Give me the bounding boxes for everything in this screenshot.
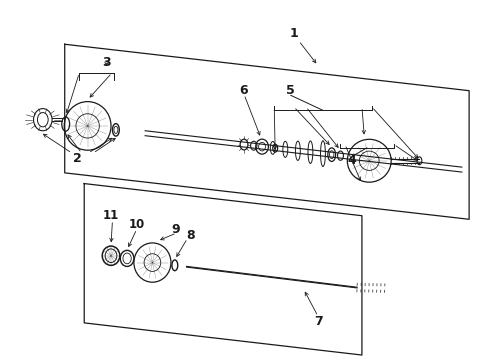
- Text: 9: 9: [172, 223, 180, 236]
- Text: 5: 5: [286, 84, 294, 97]
- Text: 6: 6: [239, 84, 248, 97]
- Text: 1: 1: [290, 27, 298, 40]
- Text: 7: 7: [314, 315, 322, 328]
- Text: 8: 8: [186, 229, 195, 242]
- Text: 4: 4: [348, 154, 357, 167]
- Text: 10: 10: [129, 218, 145, 231]
- Text: 3: 3: [102, 55, 110, 69]
- Text: 11: 11: [103, 209, 119, 222]
- Text: 2: 2: [73, 152, 81, 165]
